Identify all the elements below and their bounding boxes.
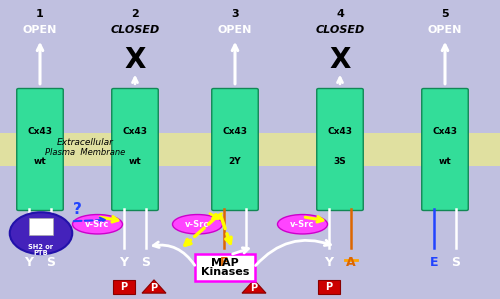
- Polygon shape: [242, 280, 266, 293]
- FancyBboxPatch shape: [212, 89, 258, 210]
- Text: S: S: [242, 256, 250, 269]
- Text: Cx43: Cx43: [328, 127, 352, 136]
- Text: Cx43: Cx43: [122, 127, 148, 136]
- Text: MAP: MAP: [211, 258, 239, 268]
- Text: SH2 or: SH2 or: [28, 244, 54, 250]
- Text: X: X: [124, 46, 146, 74]
- Text: P: P: [250, 283, 258, 293]
- Text: Y: Y: [24, 256, 34, 269]
- Text: X: X: [330, 46, 350, 74]
- Text: Y: Y: [120, 256, 128, 269]
- Ellipse shape: [172, 215, 222, 234]
- Text: CLOSED: CLOSED: [110, 25, 160, 35]
- FancyBboxPatch shape: [113, 280, 135, 294]
- Text: S: S: [452, 256, 460, 269]
- Text: OPEN: OPEN: [218, 25, 252, 35]
- Text: S: S: [46, 256, 56, 269]
- Ellipse shape: [278, 215, 328, 234]
- FancyBboxPatch shape: [17, 89, 63, 210]
- Text: P: P: [326, 282, 332, 292]
- Text: 2Y: 2Y: [228, 157, 241, 166]
- Text: 4: 4: [336, 9, 344, 19]
- Text: Kinases: Kinases: [201, 267, 249, 277]
- Ellipse shape: [10, 212, 72, 254]
- Text: Plasma  Membrane: Plasma Membrane: [45, 148, 125, 157]
- Text: Extracellular: Extracellular: [56, 138, 114, 147]
- FancyBboxPatch shape: [195, 254, 256, 281]
- Text: F: F: [220, 256, 228, 269]
- Text: Cx43: Cx43: [432, 127, 458, 136]
- FancyBboxPatch shape: [318, 280, 340, 294]
- Text: Cx43: Cx43: [222, 127, 248, 136]
- Text: A: A: [346, 256, 356, 269]
- Text: ?: ?: [73, 202, 82, 217]
- Text: v-Src: v-Src: [86, 220, 110, 229]
- Text: CLOSED: CLOSED: [316, 25, 364, 35]
- FancyBboxPatch shape: [29, 218, 53, 235]
- FancyBboxPatch shape: [422, 89, 468, 210]
- Text: 3S: 3S: [334, 157, 346, 166]
- Text: P: P: [120, 282, 128, 292]
- Text: Y: Y: [324, 256, 334, 269]
- Text: E: E: [430, 256, 438, 269]
- FancyBboxPatch shape: [0, 133, 500, 166]
- FancyBboxPatch shape: [317, 89, 363, 210]
- Text: wt: wt: [128, 157, 141, 166]
- Ellipse shape: [72, 215, 122, 234]
- Polygon shape: [142, 280, 166, 293]
- Text: 1: 1: [36, 9, 44, 19]
- Text: wt: wt: [34, 157, 46, 166]
- Text: OPEN: OPEN: [23, 25, 57, 35]
- Text: wt: wt: [438, 157, 452, 166]
- FancyBboxPatch shape: [112, 89, 158, 210]
- Text: v-Src: v-Src: [186, 220, 210, 229]
- Text: OPEN: OPEN: [428, 25, 462, 35]
- Text: 5: 5: [441, 9, 449, 19]
- Text: S: S: [142, 256, 150, 269]
- Text: v-Src: v-Src: [290, 220, 314, 229]
- Text: 3: 3: [231, 9, 239, 19]
- Text: P: P: [150, 283, 158, 293]
- Text: Cx43: Cx43: [28, 127, 52, 136]
- Text: 2: 2: [131, 9, 139, 19]
- Text: PTB: PTB: [34, 250, 48, 256]
